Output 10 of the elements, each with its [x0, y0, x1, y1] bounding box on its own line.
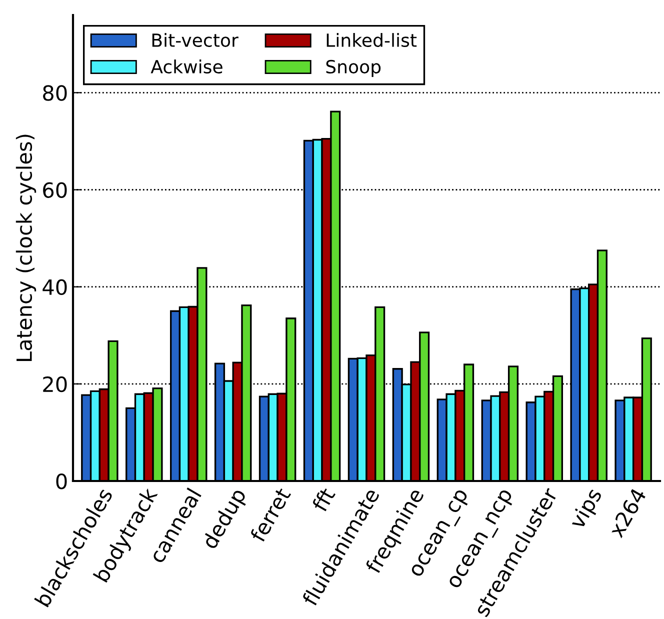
- legend-label: Bit-vector: [152, 33, 238, 48]
- y-tick-label: 20: [43, 376, 67, 392]
- y-tick-label: 80: [43, 85, 67, 101]
- y-tick-label: 60: [43, 182, 67, 198]
- y-tick-label: 0: [56, 473, 67, 490]
- legend-label: Linked-list: [326, 33, 417, 48]
- legend-label: Snoop: [326, 60, 381, 78]
- legend-label: Ackwise: [150, 60, 222, 74]
- y-tick-label: 40: [42, 279, 67, 296]
- y-axis-title: Latency (clock cycles): [16, 134, 36, 361]
